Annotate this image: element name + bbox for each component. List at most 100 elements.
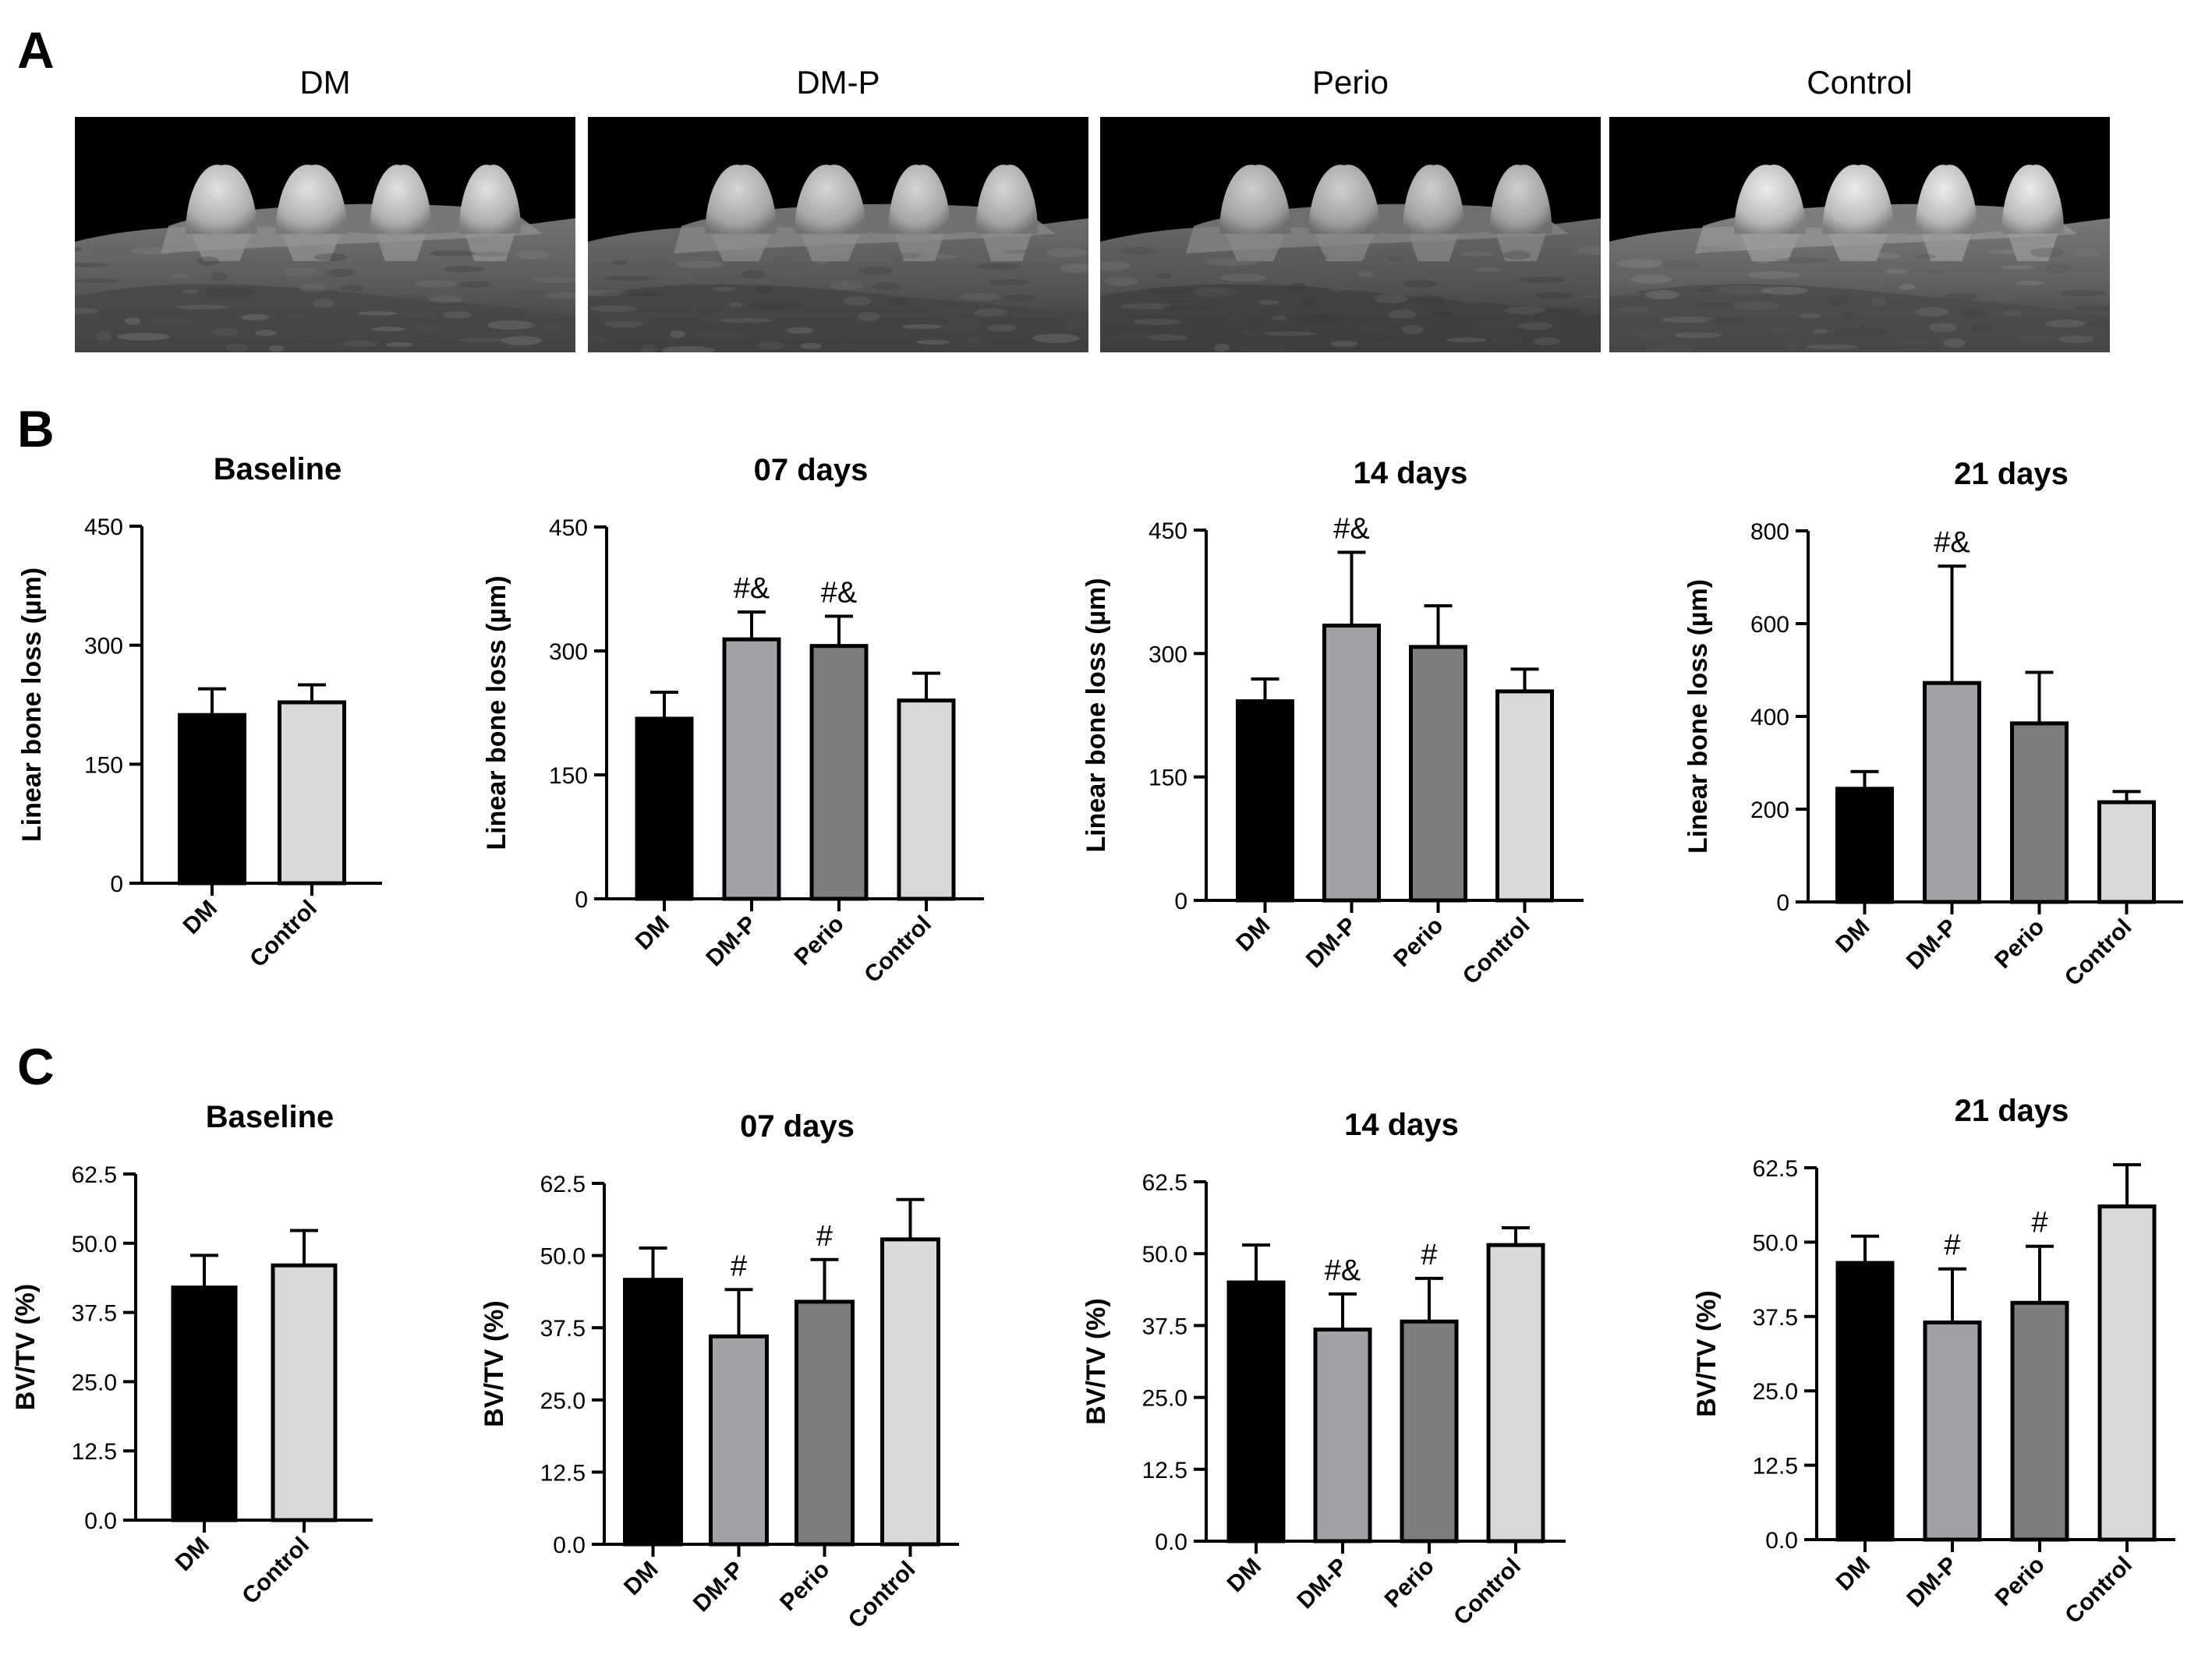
y-tick-label: 0.0 bbox=[84, 1508, 117, 1534]
y-tick-label: 12.5 bbox=[1142, 1458, 1187, 1483]
y-tick-label: 300 bbox=[1148, 642, 1187, 667]
y-tick-label: 450 bbox=[549, 515, 588, 541]
chart-title: 21 days bbox=[1954, 457, 2069, 491]
y-tick-label: 0 bbox=[575, 887, 588, 913]
y-tick-label: 450 bbox=[1148, 518, 1187, 544]
chart-title: Baseline bbox=[214, 452, 342, 486]
y-axis-label: Linear bone loss (µm) bbox=[482, 575, 511, 850]
x-tick-label: DM-P bbox=[1902, 1552, 1962, 1613]
y-tick-label: 150 bbox=[84, 752, 123, 778]
y-tick-label: 400 bbox=[1750, 705, 1789, 730]
y-tick-label: 62.5 bbox=[1142, 1170, 1187, 1196]
bar-chart-b-2: 14 days 0 150 300 450 Linear bone loss (µm) DM… bbox=[1081, 456, 1584, 989]
bar-chart-b-1: 07 days 0 150 300 450 Linear bone loss (µm) DM… bbox=[482, 453, 984, 988]
x-tick-label: Perio bbox=[775, 1557, 834, 1616]
chart-title: 14 days bbox=[1354, 456, 1468, 490]
bar-control bbox=[1486, 1243, 1545, 1544]
y-tick-label: 37.5 bbox=[72, 1301, 117, 1327]
micro-ct-image bbox=[75, 117, 575, 352]
x-tick-label: Control bbox=[237, 1533, 314, 1610]
y-tick-label: 300 bbox=[84, 634, 123, 659]
significance-marker: #& bbox=[1934, 526, 1970, 559]
bar-dm bbox=[1226, 1280, 1286, 1544]
x-tick-label: Control bbox=[859, 911, 936, 988]
chart-title: 21 days bbox=[1955, 1094, 2069, 1128]
x-tick-label: Perio bbox=[1380, 1554, 1439, 1613]
y-tick-label: 0.0 bbox=[553, 1533, 586, 1558]
bar-dm-p bbox=[1313, 1328, 1372, 1544]
bar-chart-b-3: 21 days 0 200 400 600 800 Linear bone loss (µm… bbox=[1683, 457, 2183, 991]
bar-perio bbox=[809, 644, 869, 901]
x-tick-label: Control bbox=[2060, 914, 2137, 992]
x-tick-label: DM-P bbox=[688, 1557, 749, 1618]
significance-marker: # bbox=[1944, 1229, 1960, 1262]
y-tick-label: 25.0 bbox=[1142, 1386, 1187, 1412]
image-label-perio: Perio bbox=[1311, 64, 1389, 101]
bar-dm-p bbox=[1923, 1320, 1982, 1542]
y-tick-label: 37.5 bbox=[540, 1316, 586, 1342]
y-tick-label: 50.0 bbox=[1753, 1230, 1798, 1256]
x-tick-label: Control bbox=[245, 896, 322, 973]
y-tick-label: 62.5 bbox=[72, 1162, 117, 1188]
significance-marker: #& bbox=[734, 572, 770, 605]
y-tick-label: 800 bbox=[1750, 519, 1789, 545]
significance-marker: # bbox=[2031, 1207, 2047, 1239]
panel-letter-c: C bbox=[17, 1038, 55, 1095]
bar-chart-c-6: 14 days 0.0 12.5 25.0 37.5 50.0 62.5 BV/TV (%) D… bbox=[1081, 1108, 1566, 1630]
image-label-dm: DM bbox=[299, 64, 351, 101]
y-axis-label: BV/TV (%) bbox=[480, 1300, 509, 1427]
bar-dm-p bbox=[709, 1334, 769, 1547]
bar-control bbox=[897, 698, 956, 901]
x-tick-label: Perio bbox=[790, 911, 849, 971]
y-tick-label: 25.0 bbox=[1753, 1379, 1798, 1405]
significance-marker: # bbox=[731, 1250, 747, 1282]
x-tick-label: Control bbox=[2060, 1552, 2137, 1629]
y-tick-label: 0.0 bbox=[1155, 1529, 1187, 1555]
bar-control bbox=[278, 700, 346, 886]
x-tick-label: Control bbox=[844, 1557, 921, 1634]
chart-title: Baseline bbox=[206, 1100, 334, 1134]
image-label-control: Control bbox=[1807, 64, 1913, 101]
y-tick-label: 12.5 bbox=[540, 1460, 586, 1486]
bar-perio bbox=[1400, 1319, 1459, 1544]
x-tick-label: DM-P bbox=[1301, 913, 1362, 974]
bar-dm-p bbox=[722, 637, 781, 901]
bar-dm-p bbox=[1923, 681, 1981, 904]
chart-title: 07 days bbox=[754, 453, 869, 487]
x-tick-label: Control bbox=[1458, 913, 1535, 990]
y-tick-label: 0 bbox=[1776, 890, 1789, 916]
y-tick-label: 62.5 bbox=[1753, 1156, 1798, 1182]
micro-ct-image bbox=[588, 117, 1088, 352]
bar-control bbox=[2097, 800, 2156, 904]
y-tick-label: 150 bbox=[1148, 766, 1187, 791]
x-tick-label: Perio bbox=[1991, 1552, 2050, 1611]
y-axis-label: BV/TV (%) bbox=[11, 1284, 41, 1410]
bar-dm bbox=[1835, 1261, 1895, 1542]
x-tick-label: DM-P bbox=[1292, 1554, 1353, 1614]
y-tick-label: 0 bbox=[110, 872, 123, 897]
bar-dm bbox=[635, 716, 694, 901]
bar-chart-c-7: 21 days 0.0 12.5 25.0 37.5 50.0 62.5 BV/TV (%) D… bbox=[1692, 1094, 2175, 1628]
x-tick-label: DM bbox=[1223, 1554, 1266, 1597]
x-tick-label: DM bbox=[1231, 913, 1275, 957]
x-tick-label: DM bbox=[1831, 914, 1874, 958]
bar-chart-c-5: 07 days 0.0 12.5 25.0 37.5 50.0 62.5 BV/TV (%) D… bbox=[480, 1109, 959, 1633]
bar-control bbox=[2097, 1204, 2157, 1542]
x-tick-label: DM bbox=[179, 896, 222, 939]
bar-dm bbox=[1835, 787, 1894, 904]
x-tick-label: DM-P bbox=[1902, 914, 1962, 975]
bar-control bbox=[880, 1237, 940, 1547]
bar-dm bbox=[623, 1278, 683, 1547]
y-tick-label: 50.0 bbox=[1142, 1242, 1187, 1268]
bar-chart-c-4: Baseline 0.0 12.5 25.0 37.5 50.0 62.5 BV/TV (%)… bbox=[11, 1100, 373, 1609]
y-axis-label: Linear bone loss (µm) bbox=[1081, 578, 1111, 852]
y-tick-label: 25.0 bbox=[72, 1370, 117, 1395]
y-tick-label: 600 bbox=[1750, 612, 1789, 638]
y-axis-label: BV/TV (%) bbox=[1692, 1290, 1722, 1416]
y-axis-label: Linear bone loss (µm) bbox=[1683, 579, 1713, 854]
y-tick-label: 450 bbox=[84, 515, 123, 540]
y-tick-label: 50.0 bbox=[72, 1232, 117, 1257]
significance-marker: # bbox=[1421, 1239, 1437, 1271]
